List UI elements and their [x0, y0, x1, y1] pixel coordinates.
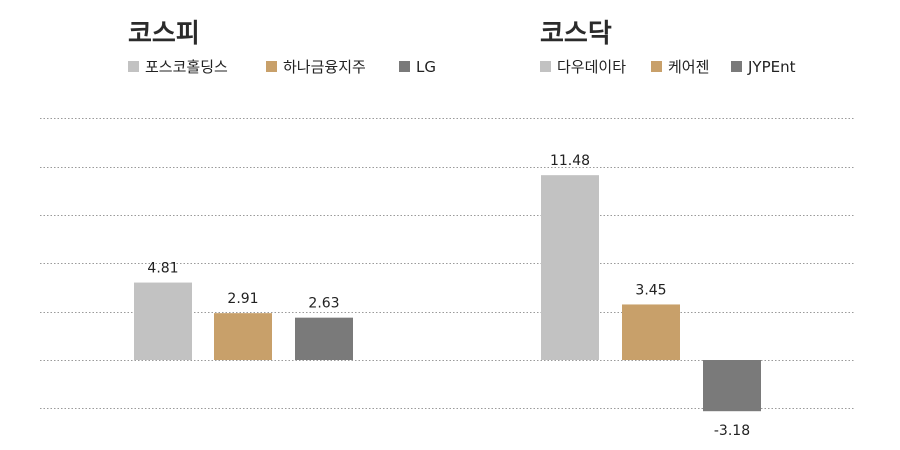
data-label: 11.48: [550, 153, 590, 169]
legend-swatch: [731, 61, 742, 72]
legend-label: 다우데이타: [557, 58, 626, 76]
panel-title-kospi: 코스피: [128, 19, 200, 49]
legend-label: JYPEnt: [747, 58, 796, 76]
bar: [134, 282, 192, 360]
bar: [703, 360, 761, 412]
data-label: -3.18: [714, 423, 750, 439]
panel-kospi: 코스피 포스코홀딩스 하나금융지주 LG 4.81 2.91 2.63: [128, 19, 436, 360]
legend-swatch: [266, 61, 277, 72]
legend-swatch: [651, 61, 662, 72]
legend-label: LG: [416, 58, 436, 76]
panel-title-kosdaq: 코스닥: [540, 19, 612, 49]
panel-kosdaq: 코스닥 다우데이타 케어젠 JYPEnt 11.48 3.45 -3.18: [540, 19, 796, 439]
legend-swatch: [399, 61, 410, 72]
bar: [295, 317, 353, 360]
bar: [541, 175, 599, 360]
data-label: 3.45: [635, 282, 666, 298]
bar: [622, 304, 680, 360]
legend-swatch: [540, 61, 551, 72]
legend-swatch: [128, 61, 139, 72]
bar: [214, 313, 272, 360]
legend-label: 하나금융지주: [283, 58, 366, 76]
data-label: 2.63: [308, 296, 339, 312]
legend-label: 케어젠: [668, 58, 709, 76]
legend-label: 포스코홀딩스: [145, 58, 228, 76]
data-label: 4.81: [147, 261, 178, 277]
data-label: 2.91: [227, 291, 258, 307]
